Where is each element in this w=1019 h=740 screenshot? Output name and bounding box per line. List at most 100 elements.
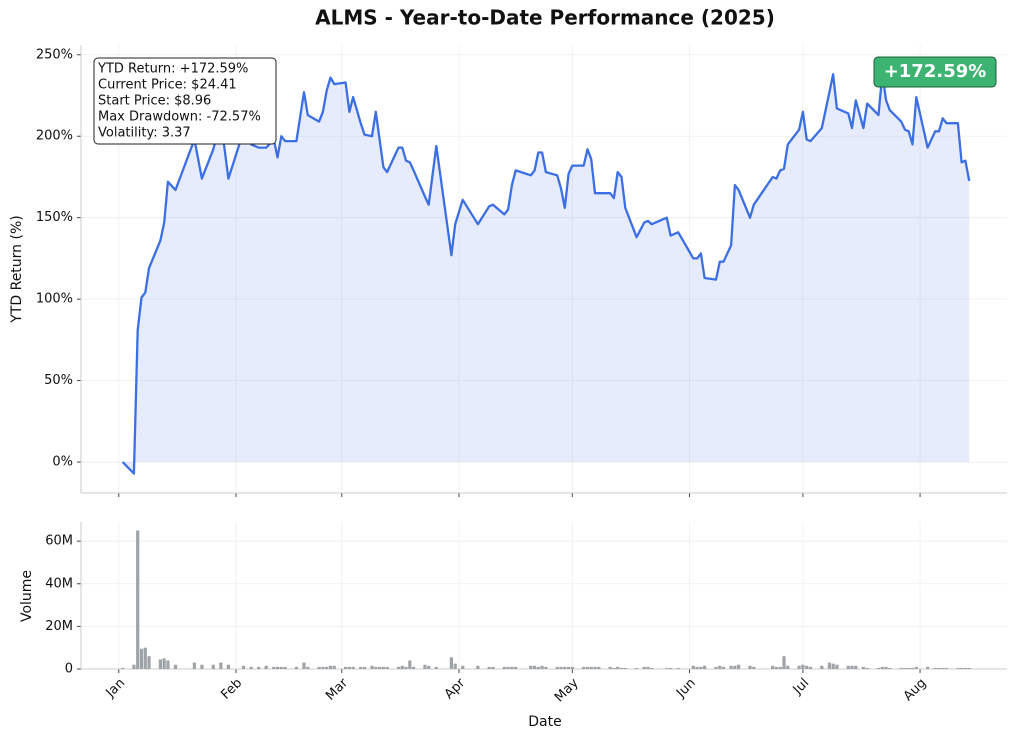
bar (880, 666, 884, 669)
bar (786, 665, 790, 669)
bar (412, 666, 416, 669)
chart-title: ALMS - Year-to-Date Performance (2025) (315, 6, 775, 30)
bar (612, 667, 616, 669)
bar (166, 660, 170, 669)
x-tick-label: Jan (103, 676, 128, 701)
bar (903, 667, 907, 669)
bar (835, 664, 839, 669)
bar (563, 666, 567, 669)
bar (635, 667, 639, 669)
bar (529, 665, 533, 669)
bar (370, 665, 374, 669)
line (121, 73, 971, 475)
bar (257, 666, 261, 669)
stats-line: Start Price: $8.96 (98, 94, 211, 109)
bar (147, 656, 151, 669)
bar (876, 667, 881, 669)
bar (589, 666, 593, 669)
bar (555, 666, 559, 669)
bar (404, 666, 408, 669)
bar (332, 665, 336, 669)
bar (808, 666, 813, 669)
bar (608, 666, 612, 669)
bar (865, 667, 869, 669)
bar (173, 664, 178, 669)
bar (718, 665, 722, 669)
bar (359, 666, 363, 669)
bar (540, 665, 544, 669)
x-tick-label: Apr (442, 675, 469, 702)
bar (325, 666, 329, 669)
bar (143, 647, 147, 669)
stats-line: Volatility: 3.37 (98, 126, 191, 141)
bar (854, 665, 858, 669)
bar (752, 666, 756, 669)
bar (162, 658, 166, 669)
bar (914, 666, 918, 669)
bar (597, 666, 601, 669)
bar (272, 666, 276, 669)
bar (650, 667, 654, 669)
bar (385, 666, 389, 669)
bar (423, 664, 427, 669)
bar (381, 666, 385, 669)
bar (347, 666, 351, 669)
bar (748, 665, 752, 669)
bar (506, 666, 510, 669)
stats-line: Current Price: $24.41 (98, 78, 237, 93)
x-axis-label: Date (528, 714, 561, 730)
bar (963, 667, 968, 669)
y-tick-label: 100% (36, 292, 73, 307)
bar (850, 665, 854, 669)
bar (941, 667, 945, 669)
y-tick-label: 150% (36, 210, 73, 225)
bar (827, 662, 831, 669)
bar (502, 666, 506, 669)
bar (476, 665, 480, 669)
bar (733, 665, 737, 669)
bar (737, 664, 741, 669)
x-tick-label: Mar (323, 675, 351, 703)
bar (343, 666, 348, 669)
bar (396, 666, 401, 669)
bar (275, 666, 280, 669)
bar (805, 665, 809, 669)
x-tick-label: Aug (901, 676, 930, 705)
badge-label: +172.59% (884, 61, 987, 82)
bar (899, 667, 903, 669)
y-tick-label: 20M (45, 619, 73, 634)
bar (699, 666, 703, 669)
bar (136, 530, 140, 669)
bar (377, 666, 382, 669)
bar (619, 667, 624, 669)
bar (926, 666, 930, 669)
x-tick-label: Feb (218, 676, 245, 703)
bar (283, 666, 287, 669)
bar (960, 667, 964, 669)
bar (241, 665, 246, 669)
bar (729, 665, 733, 669)
badge-box (873, 56, 997, 88)
bar (328, 665, 333, 669)
bar (944, 667, 949, 669)
bar (192, 662, 196, 669)
x-tick-label: Jul (790, 676, 812, 698)
bar (514, 666, 518, 669)
x-tick-label: Jun (673, 676, 699, 702)
bar (427, 665, 431, 669)
bar (158, 659, 162, 669)
y-tick-label: 60M (45, 534, 73, 549)
bar (585, 666, 590, 669)
bar (559, 666, 563, 669)
stats-box: YTD Return: +172.59%Current Price: $24.4… (93, 57, 277, 145)
bar (249, 666, 253, 669)
bar (846, 665, 850, 669)
bar (434, 666, 438, 669)
bar (532, 665, 537, 669)
bar (279, 666, 283, 669)
bar (351, 666, 355, 669)
bar (771, 665, 775, 669)
stats-box-frame (93, 57, 277, 145)
area (122, 74, 970, 474)
y-axis-label: YTD Return (%) (9, 215, 25, 323)
